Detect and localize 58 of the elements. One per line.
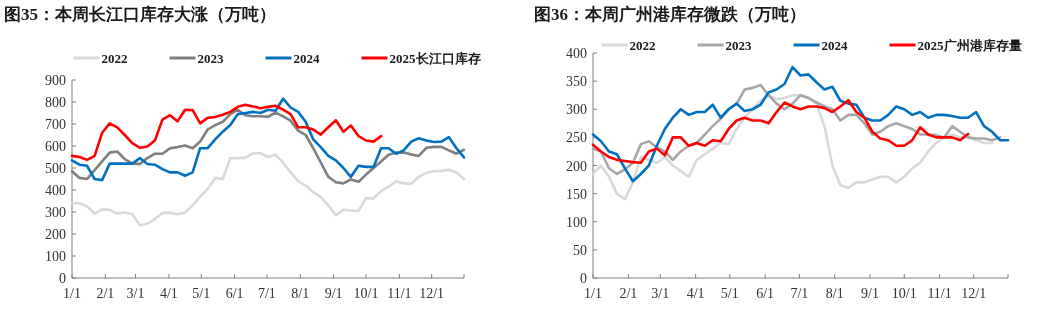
x-tick-label: 12/1 [961, 286, 987, 301]
x-tick-label: 1/1 [584, 286, 602, 301]
legend-label: 2022 [629, 38, 656, 53]
chart-title: 图35：本周长江口库存大涨（万吨） [4, 5, 276, 24]
line-series [591, 98, 970, 164]
y-tick-label: 500 [45, 161, 66, 176]
legend-label: 2024 [293, 51, 320, 66]
y-tick-label: 300 [566, 102, 587, 118]
y-tick-label: 200 [45, 227, 66, 242]
legend-label: 2024 [821, 38, 848, 53]
x-tick-label: 5/1 [720, 286, 739, 301]
y-tick-label: 900 [45, 73, 66, 88]
x-tick-label: 4/1 [686, 286, 705, 301]
y-tick-label: 400 [45, 183, 66, 198]
legend-label: 2025长江口库存 [389, 51, 481, 66]
y-tick-label: 800 [45, 95, 66, 110]
x-tick-label: 8/1 [291, 286, 310, 301]
x-tick-label: 11/1 [927, 286, 952, 301]
y-tick-label: 0 [59, 271, 66, 286]
x-tick-label: 8/1 [825, 286, 844, 301]
x-tick-label: 9/1 [861, 286, 879, 301]
x-tick-label: 1/1 [63, 286, 81, 301]
x-tick-label: 2/1 [619, 286, 638, 301]
y-tick-label: 350 [566, 74, 587, 90]
x-tick-label: 11/1 [387, 286, 412, 301]
y-tick-label: 250 [566, 130, 587, 146]
legend-label: 2023 [197, 51, 224, 66]
x-tick-label: 12/1 [419, 286, 445, 301]
line-series [70, 103, 383, 162]
x-tick-label: 6/1 [756, 286, 775, 301]
x-tick-label: 10/1 [353, 286, 379, 301]
line-series [591, 65, 1010, 183]
legend-label: 2023 [725, 38, 752, 53]
x-tick-label: 2/1 [96, 286, 115, 301]
legend-label: 2022 [101, 51, 128, 66]
y-tick-label: 50 [573, 242, 587, 258]
line-series [70, 97, 466, 182]
chart-title: 图36：本周广州港库存微跌（万吨） [534, 5, 806, 24]
x-tick-label: 6/1 [225, 286, 244, 301]
legend-label: 2025广州港库存量 [917, 38, 1022, 53]
y-tick-label: 300 [45, 205, 66, 220]
x-tick-label: 7/1 [790, 286, 809, 301]
line-series [70, 151, 466, 227]
y-tick-label: 100 [566, 214, 587, 230]
x-tick-label: 5/1 [192, 286, 211, 301]
x-tick-label: 10/1 [891, 286, 917, 301]
x-tick-label: 4/1 [159, 286, 178, 301]
y-tick-label: 600 [45, 139, 66, 154]
y-tick-label: 400 [566, 46, 587, 61]
y-tick-label: 100 [45, 249, 66, 264]
y-tick-label: 150 [566, 186, 587, 202]
x-tick-label: 3/1 [651, 286, 670, 301]
y-tick-label: 0 [580, 271, 587, 286]
x-tick-label: 3/1 [126, 286, 145, 301]
y-tick-label: 200 [566, 158, 587, 174]
x-tick-label: 9/1 [324, 286, 343, 301]
x-tick-label: 7/1 [257, 286, 276, 301]
y-tick-label: 700 [45, 117, 66, 132]
